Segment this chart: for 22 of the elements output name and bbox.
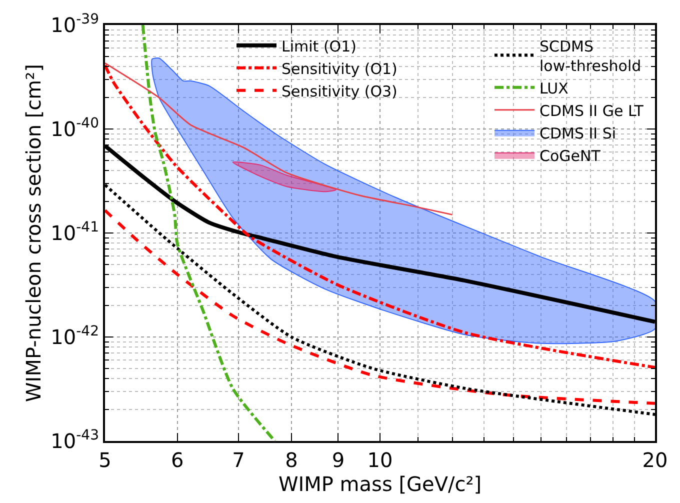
legend-label: CDMS II Ge LT xyxy=(540,102,644,120)
x-tick-label: 5 xyxy=(98,448,112,472)
legend-label: Limit (O1) xyxy=(282,37,357,56)
y-tick-label: 10$^{-40}$ xyxy=(50,116,99,141)
y-tick-label: 10$^{-39}$ xyxy=(50,12,99,37)
x-tick-label: 9 xyxy=(332,448,345,472)
x-axis-title: WIMP mass [GeV/c²] xyxy=(278,472,482,496)
legend-label: Sensitivity (O1) xyxy=(282,60,398,78)
y-tick-label: 10$^{-43}$ xyxy=(50,428,99,453)
y-axis-title: WIMP-nucleon cross section [cm²] xyxy=(22,64,46,402)
legend-label: CoGeNT xyxy=(540,146,602,165)
x-tick-label: 7 xyxy=(232,448,245,472)
x-tick-label: 8 xyxy=(285,448,298,472)
y-tick-label: 10$^{-41}$ xyxy=(50,220,99,245)
x-tick-label: 6 xyxy=(170,448,184,472)
legend-label: CDMS II Si xyxy=(540,124,616,142)
legend-label: SCDMS low-threshold xyxy=(540,37,642,75)
legend-label: LUX xyxy=(540,79,568,98)
x-tick-label: 10 xyxy=(367,448,393,472)
y-tick-label: 10$^{-42}$ xyxy=(50,324,99,349)
legend-label: Sensitivity (O3) xyxy=(282,82,398,100)
x-tick-label: 20 xyxy=(642,448,668,472)
